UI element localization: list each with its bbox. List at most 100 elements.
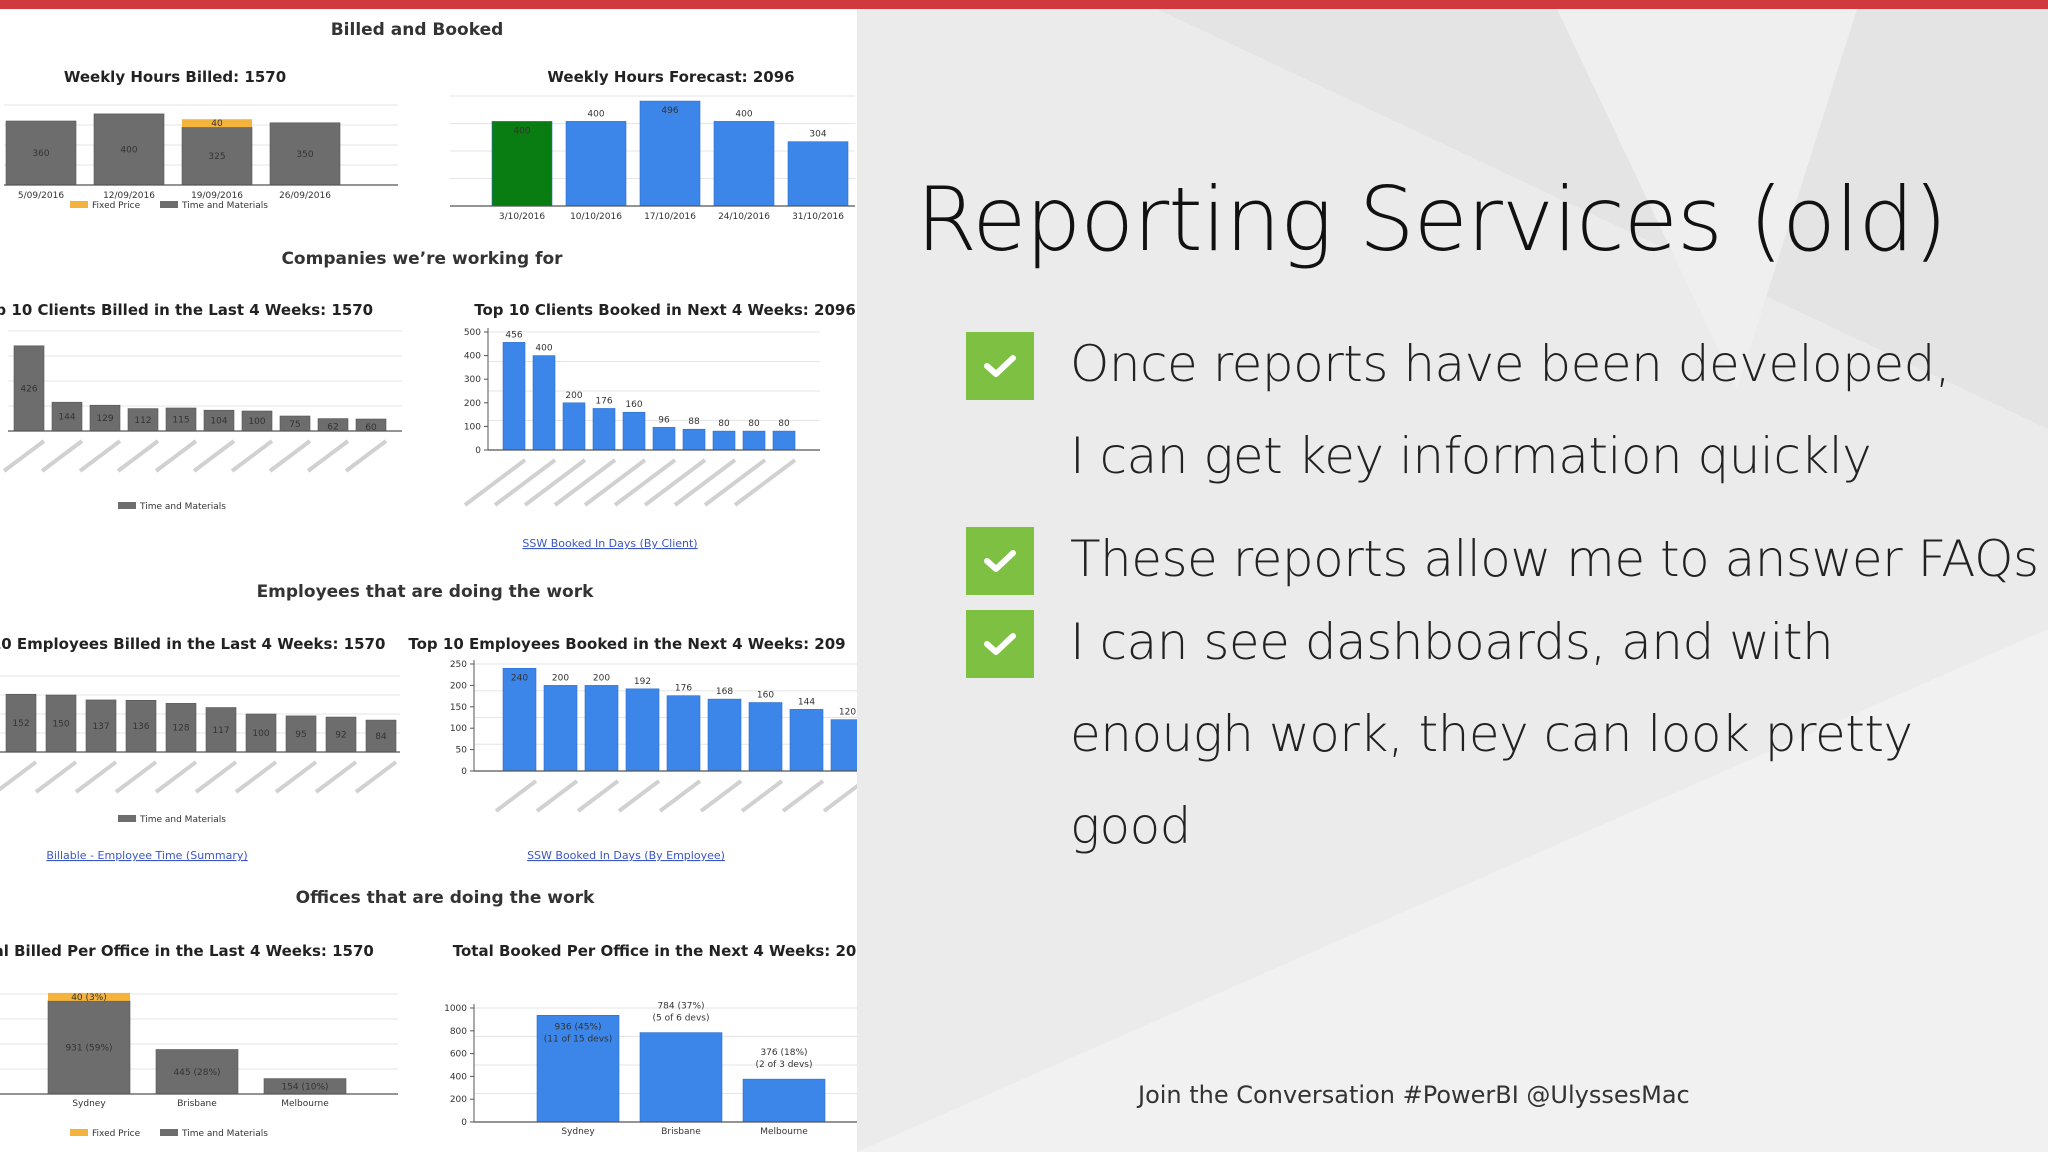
bar — [89, 404, 121, 432]
data-label: 80 — [718, 419, 730, 429]
bullet-text: I can see dashboards, and with enough wo… — [1070, 613, 1913, 855]
report-screenshot: Billed and Booked Companies we’re workin… — [0, 9, 857, 1152]
y-tick-label: 0 — [461, 1118, 467, 1128]
data-label: 192 — [634, 677, 651, 687]
bar — [491, 121, 553, 207]
data-label: 931 (59%) — [65, 1043, 112, 1053]
category-label: 19/09/2016 — [191, 191, 243, 201]
link-employee-time-summary[interactable]: Billable - Employee Time (Summary) — [46, 849, 247, 862]
legend-swatch — [70, 1129, 88, 1136]
data-label: 92 — [335, 731, 346, 741]
bar — [639, 1032, 723, 1123]
bar — [205, 707, 237, 753]
bar — [285, 715, 317, 753]
data-label: (2 of 3 devs) — [756, 1060, 813, 1070]
bar — [365, 719, 397, 753]
category-label-blurred — [154, 760, 198, 794]
data-label: 115 — [172, 416, 189, 426]
category-label-blurred — [116, 439, 160, 473]
data-label: 95 — [295, 730, 306, 740]
bar-fixed-price — [48, 992, 130, 1001]
data-label: 200 — [565, 391, 582, 401]
y-tick-label: 400 — [464, 352, 481, 362]
legend-label: Time and Materials — [139, 502, 226, 512]
bullet-item: These reports allow me to answer FAQs — [966, 513, 2039, 605]
data-label: 496 — [661, 106, 678, 116]
category-label-blurred — [230, 439, 274, 473]
category-label: Melbourne — [281, 1099, 329, 1109]
data-label: 144 — [58, 413, 75, 423]
bar — [789, 709, 824, 772]
chart-title: otal Billed Per Office in the Last 4 Wee… — [0, 942, 374, 960]
bar — [772, 430, 796, 451]
bar — [787, 141, 849, 207]
bar — [713, 121, 775, 207]
section-offices: Offices that are doing the work — [296, 888, 595, 908]
data-label: 137 — [92, 722, 109, 732]
chart-office-billed: otal Billed Per Office in the Last 4 Wee… — [0, 942, 398, 1139]
category-label-blurred — [613, 458, 677, 507]
bar — [51, 401, 83, 432]
category-label-blurred — [523, 458, 587, 507]
y-tick-label: 100 — [464, 422, 481, 432]
chart-weekly-hours-billed: Weekly Hours Billed: 1570 360 5/09/2016 400… — [4, 68, 398, 211]
bar — [565, 121, 627, 207]
chart-top-clients-booked: Top 10 Clients Booked in Next 4 Weeks: 2… — [463, 301, 856, 507]
bar — [748, 702, 783, 772]
category-label: Melbourne — [760, 1127, 808, 1137]
data-label: 936 (45%) — [554, 1022, 601, 1032]
data-label: 400 — [513, 126, 530, 136]
data-label: 200 — [593, 673, 610, 683]
category-label-blurred — [740, 779, 784, 813]
data-label: 400 — [535, 344, 552, 354]
data-label: 456 — [505, 330, 522, 340]
bar — [625, 688, 660, 772]
category-label-blurred — [306, 439, 350, 473]
category-label-blurred — [354, 760, 398, 794]
category-label-blurred — [781, 779, 825, 813]
category-label-blurred — [617, 779, 661, 813]
bar — [5, 120, 77, 186]
data-label: 360 — [32, 149, 49, 159]
bar — [269, 122, 341, 186]
category-label-blurred — [314, 760, 358, 794]
y-tick-label: 200 — [450, 681, 467, 691]
section-companies: Companies we’re working for — [281, 249, 563, 269]
bullet-text: Once reports have been developed, I can … — [1070, 335, 1951, 485]
data-label: 100 — [252, 729, 269, 739]
y-tick-label: 100 — [450, 724, 467, 734]
data-label: 96 — [658, 415, 670, 425]
y-tick-label: 300 — [464, 375, 481, 385]
bar — [5, 693, 37, 753]
data-label: 136 — [132, 722, 149, 732]
bar — [85, 699, 117, 753]
bar — [543, 685, 578, 772]
legend-label: Time and Materials — [181, 201, 268, 211]
bullet-list: Once reports have been developed, I can … — [966, 318, 2039, 872]
top-accent-bar — [0, 0, 2048, 9]
bar — [245, 713, 277, 753]
data-label: 325 — [208, 152, 225, 162]
bar — [622, 411, 646, 451]
bar — [502, 342, 526, 451]
data-label: 117 — [212, 726, 229, 736]
data-label: 60 — [365, 423, 377, 433]
bar — [682, 428, 706, 451]
category-label: Brisbane — [177, 1099, 217, 1109]
legend-swatch — [70, 201, 88, 208]
bullet-item: I can see dashboards, and with enough wo… — [966, 608, 2006, 872]
legend-swatch — [160, 1129, 178, 1136]
category-label: Sydney — [72, 1099, 106, 1109]
category-label-blurred — [74, 760, 118, 794]
link-booked-by-client[interactable]: SSW Booked In Days (By Client) — [522, 537, 697, 550]
bar — [532, 355, 556, 451]
category-label-blurred — [643, 458, 707, 507]
data-label: 40 (3%) — [71, 993, 107, 1003]
category-label-blurred — [34, 760, 78, 794]
bar — [707, 698, 742, 772]
section-employees: Employees that are doing the work — [257, 582, 595, 602]
link-booked-by-employee[interactable]: SSW Booked In Days (By Employee) — [527, 849, 725, 862]
bar — [502, 667, 537, 772]
data-label: 400 — [120, 145, 137, 155]
category-label-blurred — [553, 458, 617, 507]
